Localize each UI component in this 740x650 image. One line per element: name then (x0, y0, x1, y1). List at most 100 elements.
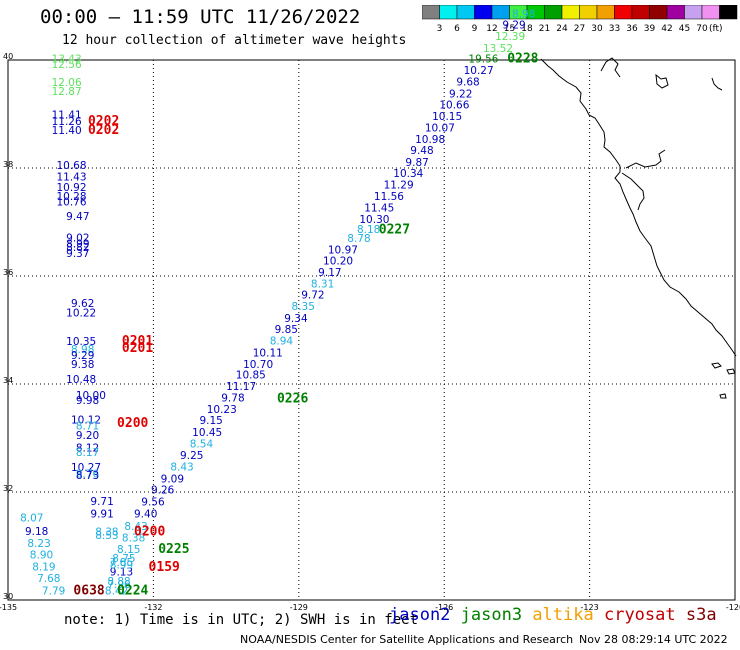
wave-height-value: 9.15 (199, 415, 222, 427)
wave-height-value: 9.37 (66, 248, 89, 260)
satellite-s3a: s3a (685, 605, 717, 625)
wave-height-value: 8.99 (66, 238, 89, 250)
wave-height-value: 8.53 (95, 530, 118, 542)
latitude-label: 32 (3, 484, 13, 493)
wave-height-value: 10.48 (66, 374, 96, 386)
colorbar-swatch (719, 5, 738, 20)
wave-height-value: 10.70 (243, 359, 273, 371)
wave-height-value: 11.29 (384, 180, 414, 192)
colorbar-label: 18 (521, 24, 533, 34)
colorbar-label: 39 (644, 24, 656, 34)
wave-height-value: 10.27 (71, 462, 101, 474)
wave-height-value: 8.35 (292, 301, 315, 313)
wave-height-value: 11.40 (52, 125, 82, 137)
pass-time-label: 0224 (117, 584, 148, 599)
wave-height-value: 10.97 (328, 244, 358, 256)
wave-height-value: 8.12 (76, 443, 99, 455)
channel-island-3 (719, 393, 727, 399)
pass-time-label: 0200 (134, 525, 165, 540)
wave-height-value: 10.15 (432, 111, 462, 123)
wave-height-value: 8.73 (76, 470, 99, 482)
wave-height-value: 10.45 (192, 427, 222, 439)
wave-height-value: 8.90 (30, 549, 53, 561)
longitude-label: -120 (726, 603, 740, 612)
wave-height-value: 8.99 (110, 560, 133, 572)
wave-height-value: 8.88 (107, 576, 130, 588)
colorbar-label: 27 (574, 24, 585, 34)
latitude-label: 40 (3, 52, 13, 61)
wave-height-value: 10.23 (207, 404, 237, 416)
pass-time-label: 0201 (122, 334, 153, 349)
pass-time-label: 0638 (73, 584, 104, 599)
wave-height-value: 9.20 (76, 430, 99, 442)
colorbar-label: 30 (591, 24, 603, 34)
wave-height-value: 19.56 (468, 54, 498, 66)
wave-height-value: 10.20 (323, 256, 353, 268)
wave-height-value: 8.38 (122, 533, 145, 545)
wave-height-value: 10.34 (393, 168, 423, 180)
wave-height-value: 8.76 (76, 468, 100, 480)
wave-height-value: 7.79 (42, 586, 65, 598)
longitude-label: -132 (144, 603, 162, 612)
longitude-label: -135 (0, 603, 17, 612)
wave-height-value: 8.78 (347, 233, 370, 245)
wave-height-value: 10.92 (56, 182, 86, 194)
wave-height-value: 9.68 (456, 76, 479, 88)
wave-height-value: 8.17 (76, 447, 99, 459)
wave-height-value: 9.78 (221, 392, 244, 404)
pass-time-label: 0226 (277, 391, 308, 406)
wave-height-value: 9.62 (71, 298, 94, 310)
colorbar-label: 45 (679, 24, 690, 34)
wave-height-value: 10.22 (66, 308, 96, 320)
generated-timestamp: Nov 28 08:29:14 UTC 2022 (579, 633, 728, 646)
wave-height-value: 10.00 (76, 390, 106, 402)
wave-height-value: 9.25 (180, 450, 203, 462)
san-pablo-bay (625, 149, 666, 169)
wave-height-value: 10.66 (439, 100, 469, 112)
wave-height-value: 10.35 (66, 336, 96, 348)
satellite-cryosat: cryosat (603, 605, 686, 625)
wave-height-value: 9.91 (90, 508, 113, 520)
wave-height-value: 13.52 (483, 43, 513, 55)
colorbar-label: 36 (626, 24, 638, 34)
wave-height-value: 9.22 (449, 88, 472, 100)
wave-height-value: 9.09 (161, 473, 184, 485)
longitude-label: -129 (290, 603, 308, 612)
wave-height-colorbar: 3 6 9 12 15 18 21 24 27 30 33 36 39 42 45 70 (ft) (422, 5, 738, 34)
wave-height-value: 9.72 (301, 290, 324, 302)
wave-height-value: 10.98 (415, 134, 445, 146)
wave-height-value: 10.85 (236, 370, 266, 382)
wave-height-value: 10.68 (56, 160, 86, 172)
channel-island-1 (711, 362, 722, 369)
graticule (8, 60, 735, 600)
wave-height-value: 9.34 (284, 313, 308, 325)
wave-height-value: 11.45 (364, 203, 394, 215)
wave-height-value: 8.54 (190, 439, 214, 451)
colorbar-label: 12 (486, 24, 497, 34)
wave-height-value: 9.56 (141, 497, 165, 509)
wave-height-value: 12.39 (495, 31, 525, 43)
wave-height-value: 9.85 (275, 324, 298, 336)
shoreline-lake (655, 73, 669, 89)
wave-height-value: 9.17 (318, 267, 341, 279)
wave-height-value: 8.31 (311, 278, 334, 290)
colorbar-label: 15 (504, 24, 515, 34)
axis-labels: 40 38 36 34 32 30 -135 -132 -129 -126 -123 -120 (0, 52, 740, 612)
map-frame (7, 59, 736, 601)
wave-height-value: 9.38 (71, 359, 94, 371)
pass-time-label: 0228 (507, 52, 538, 67)
wave-height-value: 9.02 (66, 232, 89, 244)
wave-height-value: 9.47 (66, 211, 89, 223)
wave-height-value: 9.29 (502, 20, 525, 32)
shoreline-tip (711, 77, 723, 91)
wave-height-value: 11.56 (374, 191, 404, 203)
colorbar-label: 21 (539, 24, 550, 34)
wave-height-value: 8.19 (32, 561, 55, 573)
pass-time-label: 0202 (88, 123, 119, 138)
wave-height-value: 10.30 (359, 214, 389, 226)
shoreline-north (600, 57, 621, 78)
latitude-label: 38 (3, 160, 13, 169)
latitude-label: 34 (3, 376, 13, 385)
